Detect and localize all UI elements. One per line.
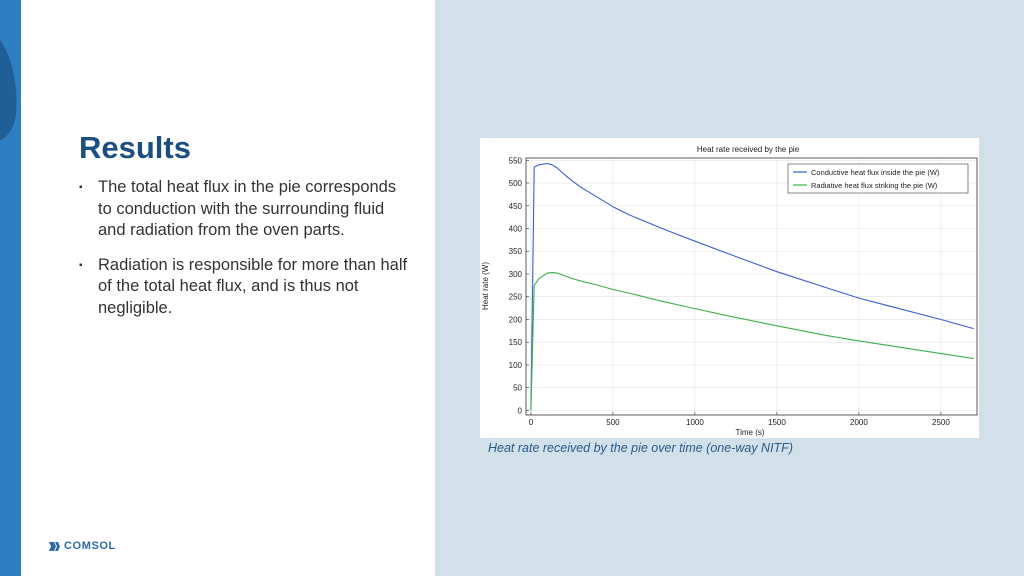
x-tick-label: 0	[529, 418, 534, 427]
x-tick-label: 1000	[686, 418, 704, 427]
y-tick-label: 350	[509, 247, 523, 256]
bullet-text: The total heat flux in the pie correspon…	[98, 178, 397, 239]
heat-rate-chart: Heat rate received by the pie 0 500 1000 15…	[480, 138, 979, 438]
x-tick-label: 2500	[932, 418, 950, 427]
conductive-series-line	[530, 162, 974, 411]
chart-series	[530, 162, 974, 411]
accent-bar-wave	[0, 40, 17, 140]
chart-svg: Heat rate received by the pie 0 500 1000 15…	[480, 138, 979, 438]
legend-label-radiative: Radiative heat flux striking the pie (W)	[811, 181, 938, 190]
y-tick-label: 200	[509, 315, 523, 324]
chart-legend: Conductive heat flux inside the pie (W) …	[787, 163, 969, 194]
y-tick-label: 100	[509, 361, 523, 370]
y-tick-label: 300	[509, 270, 523, 279]
x-tick-label: 1500	[768, 418, 786, 427]
comsol-logo: COMSOL	[49, 540, 116, 552]
slide-title: Results	[79, 130, 191, 165]
plot-frame	[525, 157, 978, 416]
chart-caption: Heat rate received by the pie over time …	[488, 441, 793, 455]
bullet-text: Radiation is responsible for more than h…	[98, 255, 408, 317]
left-panel	[21, 0, 435, 576]
comsol-logo-icon	[49, 541, 60, 551]
bullet-marker-icon: ▪	[79, 259, 83, 271]
x-tick-label: 2000	[850, 418, 868, 427]
accent-bar	[0, 0, 21, 576]
chart-ticks: 0 500 1000 1500 2000 2500 0 50 100 150 200 250 300 35…	[509, 156, 951, 427]
chart-grid	[526, 158, 977, 415]
x-axis-label: Time (s)	[735, 428, 764, 437]
y-tick-label: 0	[518, 406, 523, 415]
y-tick-label: 400	[509, 225, 523, 234]
y-tick-label: 50	[513, 384, 522, 393]
radiative-series-line	[530, 272, 974, 411]
y-tick-label: 550	[509, 156, 523, 165]
legend-box	[787, 163, 969, 194]
bullet-list: ▪ The total heat flux in the pie corresp…	[79, 177, 409, 332]
y-tick-label: 450	[509, 202, 523, 211]
y-tick-label: 250	[509, 293, 523, 302]
x-tick-label: 500	[606, 418, 620, 427]
logo-text: COMSOL	[64, 540, 116, 552]
y-axis-label: Heat rate (W)	[481, 262, 490, 310]
y-tick-label: 500	[509, 179, 523, 188]
chart-title: Heat rate received by the pie	[697, 145, 800, 154]
bullet-marker-icon: ▪	[79, 182, 83, 193]
bullet-item: ▪ Radiation is responsible for more than…	[79, 255, 409, 320]
bullet-item: ▪ The total heat flux in the pie corresp…	[79, 177, 409, 242]
y-tick-label: 150	[509, 338, 523, 347]
legend-label-conductive: Conductive heat flux inside the pie (W)	[811, 168, 940, 177]
